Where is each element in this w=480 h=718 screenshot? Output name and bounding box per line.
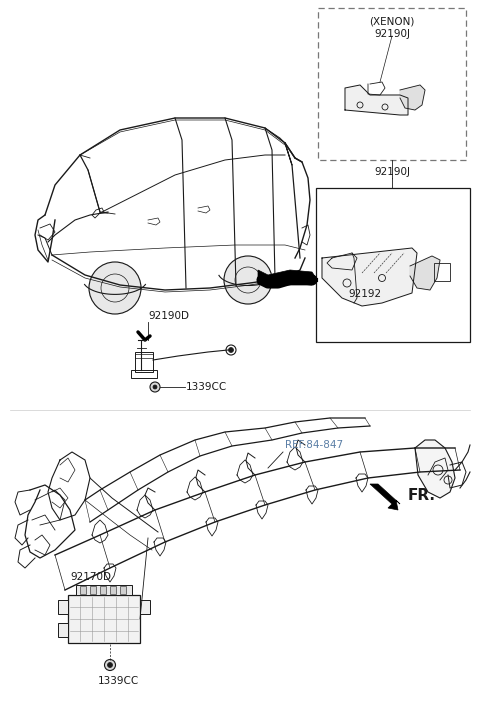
Bar <box>135 354 153 358</box>
Circle shape <box>108 663 112 668</box>
Bar <box>120 586 126 594</box>
Text: (XENON): (XENON) <box>369 17 415 27</box>
Bar <box>316 188 470 342</box>
Bar <box>100 586 106 594</box>
Text: 92190J: 92190J <box>374 167 410 177</box>
Polygon shape <box>410 256 440 290</box>
Text: 92170D: 92170D <box>70 572 111 582</box>
Bar <box>58 623 68 637</box>
Polygon shape <box>345 85 408 115</box>
Bar <box>58 600 68 614</box>
Bar <box>140 600 150 614</box>
Text: 92190J: 92190J <box>374 29 410 39</box>
Bar <box>110 586 116 594</box>
Bar <box>90 586 96 594</box>
Polygon shape <box>400 85 425 110</box>
Circle shape <box>228 348 233 353</box>
Bar <box>76 585 132 595</box>
Polygon shape <box>415 440 455 498</box>
Text: 92192: 92192 <box>348 289 381 299</box>
Bar <box>318 8 466 160</box>
Circle shape <box>153 385 157 389</box>
Circle shape <box>89 262 141 314</box>
Text: 1339CC: 1339CC <box>98 676 139 686</box>
Text: 1339CC: 1339CC <box>186 382 227 392</box>
Polygon shape <box>322 248 417 306</box>
Circle shape <box>105 660 116 671</box>
Text: 92190D: 92190D <box>148 311 189 321</box>
Bar <box>131 370 157 378</box>
Polygon shape <box>258 270 316 285</box>
Polygon shape <box>370 484 400 510</box>
Text: FR.: FR. <box>408 488 436 503</box>
Bar <box>80 586 86 594</box>
Bar <box>68 595 140 643</box>
Bar <box>434 263 450 281</box>
Circle shape <box>150 382 160 392</box>
Text: REF.84-847: REF.84-847 <box>285 440 343 450</box>
Bar <box>135 352 153 372</box>
Circle shape <box>224 256 272 304</box>
